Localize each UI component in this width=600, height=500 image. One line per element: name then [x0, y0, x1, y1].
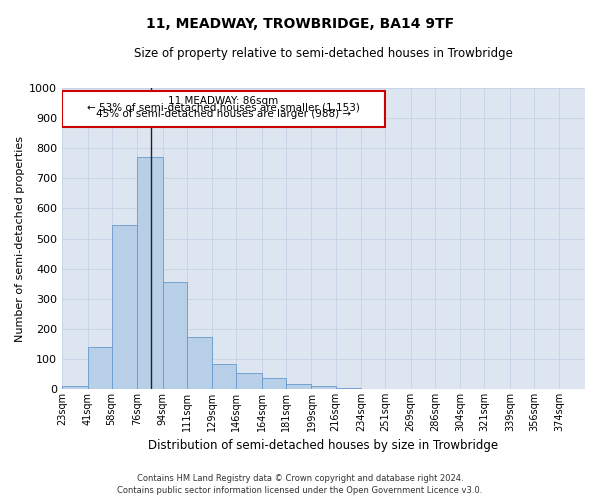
Bar [62, 91, 385, 126]
Bar [112, 225, 137, 389]
Bar [137, 158, 163, 389]
Bar [88, 347, 112, 389]
Title: Size of property relative to semi-detached houses in Trowbridge: Size of property relative to semi-detach… [134, 48, 513, 60]
Text: ← 53% of semi-detached houses are smaller (1,153): ← 53% of semi-detached houses are smalle… [87, 102, 360, 113]
Bar [62, 386, 88, 389]
Y-axis label: Number of semi-detached properties: Number of semi-detached properties [15, 136, 25, 342]
Text: 45% of semi-detached houses are larger (988) →: 45% of semi-detached houses are larger (… [96, 109, 351, 119]
Bar [212, 364, 236, 389]
Bar [187, 337, 212, 389]
X-axis label: Distribution of semi-detached houses by size in Trowbridge: Distribution of semi-detached houses by … [148, 440, 499, 452]
Bar [236, 374, 262, 389]
Text: 11 MEADWAY: 86sqm: 11 MEADWAY: 86sqm [169, 96, 279, 106]
Bar [335, 388, 361, 389]
Bar [286, 384, 311, 389]
Bar [163, 282, 187, 389]
Text: 11, MEADWAY, TROWBRIDGE, BA14 9TF: 11, MEADWAY, TROWBRIDGE, BA14 9TF [146, 18, 454, 32]
Bar [311, 386, 335, 389]
Bar [262, 378, 286, 389]
Text: Contains HM Land Registry data © Crown copyright and database right 2024.
Contai: Contains HM Land Registry data © Crown c… [118, 474, 482, 495]
